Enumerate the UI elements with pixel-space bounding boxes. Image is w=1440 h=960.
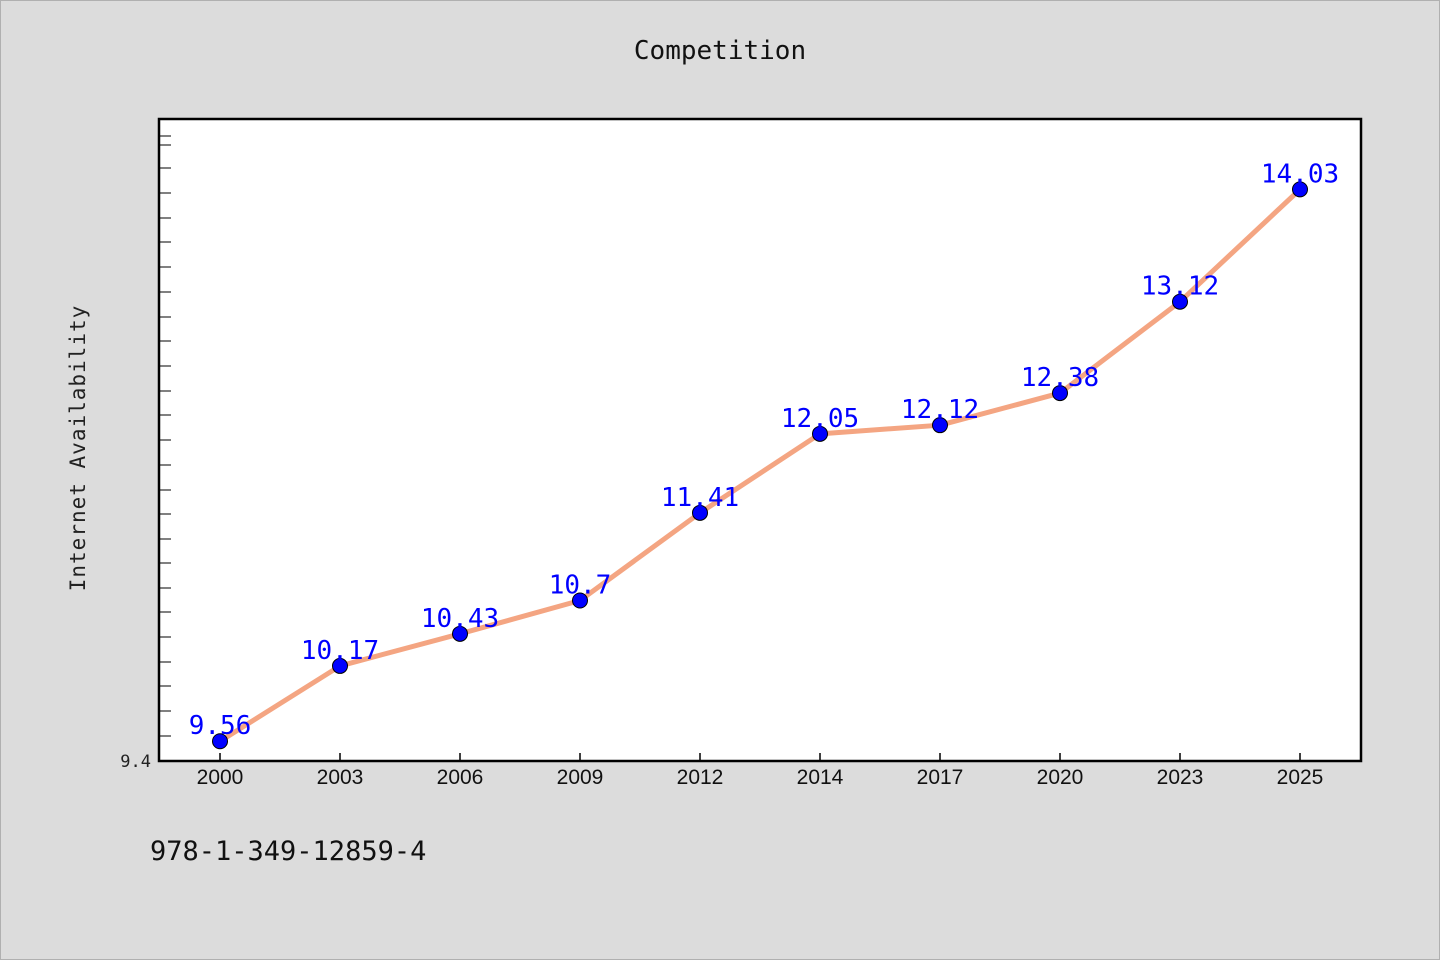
x-tick-label: 2014: [797, 766, 844, 789]
data-point: [572, 592, 588, 609]
data-label: 9.56: [189, 711, 252, 741]
data-point: [452, 625, 468, 642]
x-tick-label: 2017: [917, 766, 964, 789]
data-label: 12.12: [901, 395, 979, 425]
isbn-text: 978-1-349-12859-4: [150, 836, 427, 867]
data-label: 12.05: [781, 404, 859, 434]
x-tick-label: 2023: [1157, 766, 1204, 789]
data-point: [812, 425, 828, 442]
x-tick-label: 2006: [437, 766, 484, 789]
data-label: 12.38: [1021, 363, 1099, 393]
data-label: 10.17: [301, 636, 379, 666]
x-tick-label: 2020: [1037, 766, 1084, 789]
plot-area: [157, 117, 1363, 763]
data-label: 14.03: [1261, 159, 1339, 189]
data-point: [1292, 181, 1308, 198]
x-tick-label: 2012: [677, 766, 724, 789]
data-point: [332, 657, 348, 674]
chart-title: Competition: [633, 36, 807, 66]
data-label: 10.43: [421, 604, 499, 634]
series-line: [217, 186, 1303, 744]
data-point: [1172, 293, 1188, 310]
data-point: [932, 417, 948, 434]
data-label: 13.12: [1141, 272, 1219, 302]
data-point: [212, 733, 228, 750]
data-label: 10.7: [549, 571, 612, 601]
x-tick-label: 2003: [317, 766, 364, 789]
data-point: [692, 504, 708, 521]
x-tick-label: 2009: [557, 766, 604, 789]
x-tick-label: 2000: [197, 766, 244, 789]
data-point: [1052, 385, 1068, 402]
x-tick-label: 2025: [1277, 766, 1324, 789]
data-label: 11.41: [661, 483, 739, 513]
y-tick-label: 9.4: [120, 752, 151, 772]
